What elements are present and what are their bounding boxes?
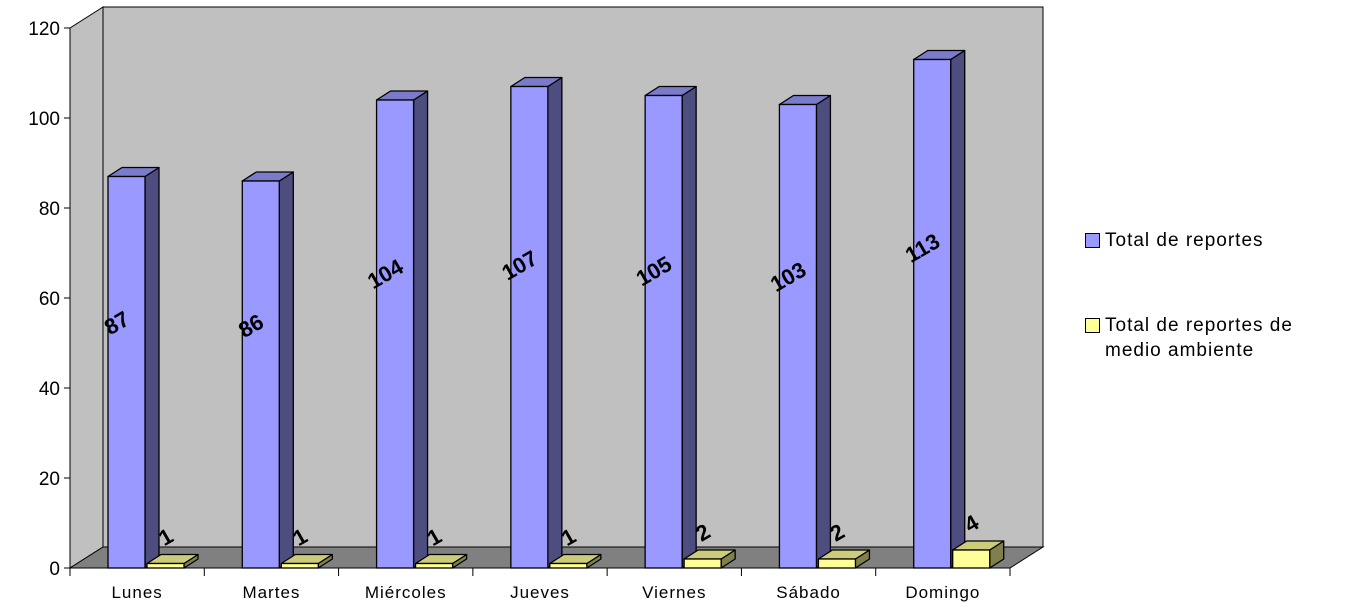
bar (817, 549, 871, 569)
bar (644, 85, 697, 569)
legend: Total de reportes Total de reportes de m… (1085, 228, 1335, 363)
y-tick-label: 0 (49, 559, 60, 580)
bar-front (375, 99, 415, 569)
bar (952, 540, 1005, 569)
x-tick-label: Sábado (776, 583, 841, 602)
bar (107, 166, 160, 569)
bar-front (107, 175, 146, 569)
bar-front (913, 58, 952, 569)
x-tick-label: Domingo (905, 583, 980, 602)
bar-front (549, 562, 588, 569)
bar (375, 90, 429, 569)
side-wall (69, 6, 104, 569)
legend-label-medio-ambiente: Total de reportes de medio ambiente (1105, 315, 1293, 361)
bar-front (683, 558, 722, 569)
x-tick-label: Lunes (111, 583, 162, 602)
bar-side (815, 94, 832, 569)
bar (683, 549, 736, 569)
bar-side (144, 166, 160, 569)
legend-item-total: Total de reportes (1085, 228, 1335, 253)
x-tick-label: Martes (242, 583, 300, 602)
bar-front (817, 558, 857, 569)
bar-side (681, 85, 697, 569)
y-tick-label: 60 (39, 289, 60, 310)
bar-front (146, 562, 185, 569)
legend-swatch-medio-ambiente (1085, 318, 1100, 333)
x-tick-label: Viernes (642, 583, 706, 602)
x-tick-label: Miércoles (365, 583, 447, 602)
y-tick-label: 80 (39, 199, 60, 220)
bar-side (278, 171, 294, 569)
bar (510, 76, 563, 569)
legend-swatch-total (1085, 233, 1100, 248)
bar-front (414, 562, 454, 569)
legend-item-medio-ambiente: Total de reportes de medio ambiente (1085, 313, 1335, 363)
y-tick-label: 20 (39, 469, 60, 490)
bar (280, 553, 333, 569)
x-tick-label: Jueves (510, 583, 570, 602)
legend-label-total: Total de reportes (1105, 230, 1264, 251)
bar-front (280, 562, 319, 569)
bar-front (241, 180, 280, 569)
y-tick-label: 120 (28, 19, 60, 40)
bar-front (644, 94, 683, 569)
bar (778, 94, 832, 569)
bar (146, 553, 199, 569)
bar-front (778, 103, 818, 569)
bar (241, 171, 294, 569)
bar (549, 553, 602, 569)
bar-side (412, 90, 429, 569)
bar-side (547, 76, 563, 569)
bar-side (950, 49, 966, 569)
bar (913, 49, 966, 569)
y-tick-label: 100 (28, 109, 60, 130)
bar-front (510, 85, 549, 569)
bar-front (952, 549, 991, 569)
bar (414, 553, 468, 569)
y-tick-label: 40 (39, 379, 60, 400)
